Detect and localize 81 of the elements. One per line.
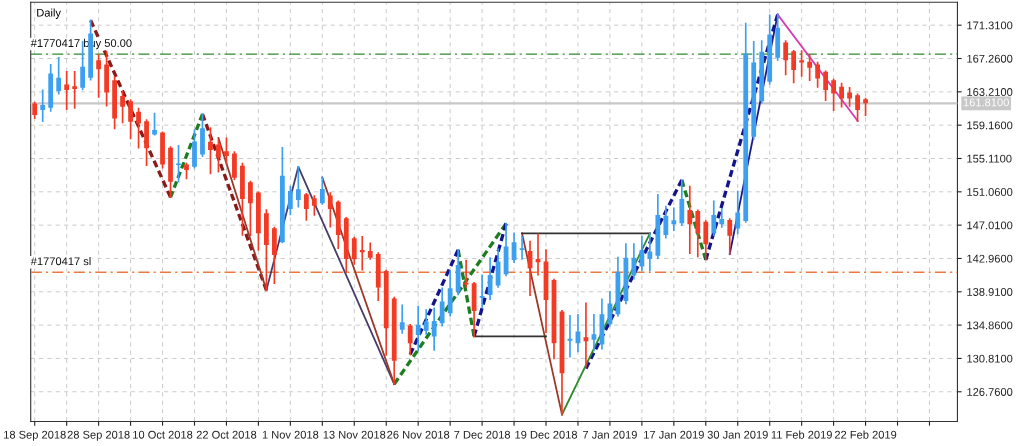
- y-tick-label: 126.7600: [967, 388, 1013, 396]
- candlestick: [152, 112, 157, 136]
- y-tick-label: 167.2600: [967, 54, 1013, 63]
- candlestick: [783, 40, 789, 76]
- candlestick: [96, 54, 102, 98]
- x-tick-label: 1 Nov 2018: [262, 430, 319, 439]
- text: Daily: [37, 8, 61, 19]
- candlestick: [64, 71, 70, 110]
- ref-line-label: #1770417 sl: [30, 256, 91, 266]
- candlestick: [647, 232, 653, 272]
- candlestick: [303, 193, 309, 221]
- candlestick: [399, 304, 405, 334]
- candlestick: [295, 165, 301, 208]
- y-tick-label: 130.8100: [967, 354, 1013, 363]
- x-tick-label: 7 Dec 2018: [454, 430, 511, 439]
- candlestick: [327, 192, 333, 228]
- candlestick: [855, 93, 860, 122]
- y-tick-label: 155.1100: [967, 154, 1012, 163]
- candlestick: [519, 235, 525, 260]
- x-tick-label: 19 Dec 2018: [515, 430, 578, 439]
- y-tick-label: 134.8600: [967, 321, 1013, 330]
- candlestick: [823, 70, 829, 101]
- candlestick: [831, 78, 837, 111]
- candlestick: [727, 218, 733, 255]
- x-tick-label: 30 Jan 2019: [707, 430, 768, 439]
- x-tick-label: 17 Jan 2019: [644, 430, 704, 439]
- candlestick: [671, 207, 677, 231]
- candlestick: [663, 205, 669, 239]
- candlestick: [287, 185, 293, 216]
- y-tick-label: 151.0600: [967, 188, 1013, 196]
- candlestick: [56, 57, 62, 95]
- candlestick: [136, 107, 141, 149]
- x-tick-label: 22 Oct 2018: [196, 430, 257, 439]
- x-tick-label: 7 Jan 2019: [583, 430, 637, 439]
- candlestick: [359, 235, 365, 271]
- y-tick-label: 138.9100: [967, 288, 1013, 296]
- candlestick: [807, 54, 813, 81]
- candlestick: [423, 309, 429, 335]
- candlestick: [80, 40, 86, 91]
- x-tick-label: 11 Feb 2019: [771, 430, 832, 439]
- candlestick: [815, 61, 821, 88]
- candlestick: [439, 287, 445, 327]
- candlestick: [839, 82, 844, 108]
- candlestick: [216, 139, 221, 173]
- x-tick-label: 22 Feb 2019: [834, 430, 897, 439]
- candlestick: [208, 127, 213, 175]
- candlestick: [120, 91, 125, 124]
- x-tick-label: 10 Oct 2018: [133, 430, 193, 439]
- candlestick: [479, 274, 485, 309]
- candlestick: [311, 195, 317, 216]
- candlestick: [735, 190, 741, 235]
- candlestick: [128, 99, 133, 140]
- candlestick: [711, 200, 717, 236]
- y-tick-label: 147.0100: [967, 221, 1013, 230]
- candlestick: [72, 71, 78, 109]
- candlestick: [176, 144, 181, 183]
- candlestick: [631, 243, 637, 280]
- candlestick: [847, 86, 852, 107]
- candlestick: [639, 235, 645, 272]
- candlestick: [431, 307, 437, 351]
- x-tick-label: 18 Sep 2018: [4, 430, 66, 441]
- candlestick: [224, 137, 229, 165]
- y-tick-label: 171.3100: [967, 21, 1013, 30]
- candlestick: [351, 236, 357, 265]
- y-tick-label: 163.2100: [967, 88, 1013, 96]
- candlestick: [703, 220, 709, 261]
- candlestick: [40, 89, 46, 122]
- candlestick: [248, 180, 253, 236]
- candlestick: [415, 305, 421, 352]
- y-tick-label: 142.9600: [967, 254, 1013, 263]
- candlestick: [695, 209, 701, 258]
- candlestick: [719, 207, 725, 228]
- x-tick-label: 26 Nov 2018: [387, 430, 450, 439]
- y-tick-label: 159.1600: [967, 121, 1013, 130]
- candlestick: [319, 176, 325, 205]
- x-tick-label: 13 Nov 2018: [323, 430, 386, 439]
- x-tick-label: 28 Sep 2018: [67, 430, 130, 441]
- candlestick: [407, 323, 413, 356]
- candlestick: [799, 50, 805, 77]
- candlestick: [791, 49, 797, 84]
- candlestick: [687, 185, 693, 255]
